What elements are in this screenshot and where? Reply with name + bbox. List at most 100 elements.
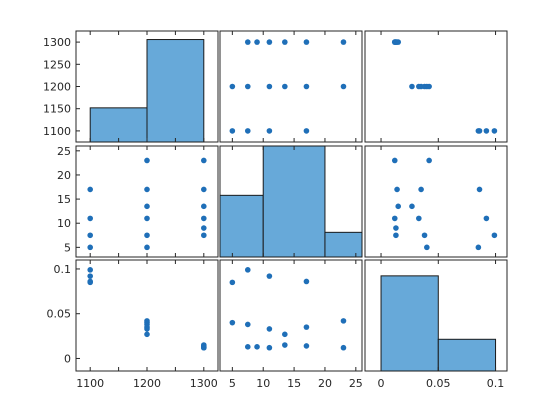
panel-r3-c1-box [75, 259, 219, 372]
panel-r2-c3-point-12 [426, 157, 432, 164]
panel-r2-c1-point-5 [201, 186, 207, 193]
panel-r3-c2-point-13 [229, 279, 236, 286]
histogram-var2-bar-1 [219, 194, 264, 258]
panel-r2-c3-point-10 [409, 203, 415, 210]
panel-r1-c2-box [219, 30, 363, 143]
panel-r3-c1-point-12 [144, 318, 150, 324]
panel-r3-c2-point-11 [303, 324, 310, 330]
panel-r1-c2-point-11 [303, 83, 310, 90]
panel-r3-c2-point-7 [229, 319, 236, 326]
panel-r3-c2-point-5 [303, 343, 310, 349]
y-tick-label-var2: 15 [57, 193, 71, 206]
panel-r2-c3-point-1 [393, 232, 399, 239]
panel-r3-c1-point-11 [144, 324, 150, 330]
panel-r2-c1-point-10 [144, 203, 150, 210]
x-tick-label-var2: 25 [349, 377, 363, 390]
y-tick-label-var3: 0 [64, 352, 71, 365]
histogram-var3-bar-2 [437, 338, 497, 372]
panel-r1-c2-point-1 [244, 39, 251, 45]
panel-r2-c1-box [75, 145, 219, 258]
x-tick-label-var2: 15 [287, 377, 301, 390]
panel-r1-c3-point-10 [409, 83, 415, 90]
y-tick-label-var2: 10 [57, 217, 71, 230]
panel-r1-c2-point-16 [303, 128, 310, 134]
x-tick-label-var2: 5 [229, 377, 236, 390]
x-tick-label-var1: 1100 [76, 377, 104, 390]
panel-r3-c1-point-6 [201, 344, 207, 351]
panel-r2-c1-point-4 [201, 203, 207, 210]
panel-r2-c3-point-5 [394, 186, 400, 193]
panel-r1-c3-point-15 [483, 128, 490, 134]
panel-r3-c2-point-3 [266, 344, 273, 351]
panel-r2-c3-point-9 [416, 215, 422, 222]
panel-r2-c3-point-6 [391, 157, 398, 164]
histogram-var2-bar-3 [324, 231, 363, 258]
panel-r2-c3-point-8 [421, 232, 428, 239]
panel-r3-c2-point-15 [266, 273, 273, 279]
histogram-var3-bar-1 [380, 275, 439, 372]
panel-r1-c2-point-10 [282, 83, 288, 90]
panel-r1-c2-point-6 [340, 39, 347, 45]
histogram-var1-bar-1 [89, 107, 148, 143]
panel-r1-c3-point-11 [418, 83, 424, 90]
histogram-var2-bar-2 [262, 145, 326, 258]
panel-r2-c3-point-2 [393, 225, 399, 231]
panel-r1-c3-point-12 [426, 83, 432, 90]
y-tick-label-var1: 1100 [43, 125, 71, 138]
panel-r2-c1-point-3 [201, 215, 207, 222]
y-tick-label-var1: 1200 [43, 81, 71, 94]
panel-r2-c1-point-8 [144, 232, 150, 239]
panel-r2-c3-point-7 [424, 244, 430, 251]
panel-r3-c2-point-1 [244, 344, 251, 350]
y-tick-label-var1: 1300 [43, 36, 71, 49]
y-tick-label-var2: 20 [57, 169, 71, 182]
panel-r3-c2-point-10 [282, 331, 288, 338]
panel-r2-c1-point-9 [144, 215, 150, 222]
panel-r2-c3-point-11 [418, 186, 424, 193]
panel-r1-c2-point-8 [244, 83, 251, 90]
x-tick-label-var3: 0 [378, 377, 385, 390]
panel-r1-c2-point-13 [229, 128, 236, 134]
panel-r3-c2-point-9 [266, 326, 273, 332]
panel-r2-c3-point-15 [483, 215, 490, 222]
x-tick-label-var1: 1200 [133, 377, 161, 390]
panel-r2-c3-box [364, 145, 508, 258]
panel-r2-c1-point-11 [144, 186, 150, 193]
panel-r1-c2-point-7 [229, 83, 236, 90]
panel-r3-c2-point-16 [303, 278, 310, 285]
panel-r3-c2-point-2 [254, 344, 260, 350]
panel-r2-c1-point-2 [201, 225, 207, 231]
panel-r3-c1-point-15 [87, 273, 93, 279]
panel-r2-c3-point-4 [395, 203, 402, 210]
panel-r2-c1-point-7 [144, 244, 150, 251]
y-tick-label-var3: 0.05 [47, 308, 72, 321]
panel-r2-c1-point-6 [201, 157, 207, 164]
panel-r3-c2-point-4 [282, 342, 288, 348]
panel-r3-c2-point-12 [340, 318, 347, 324]
panel-r1-c2-point-12 [340, 83, 347, 90]
panel-r2-c3-point-13 [475, 244, 482, 251]
y-tick-label-var1: 1250 [43, 58, 71, 71]
panel-r1-c2-point-3 [266, 39, 273, 45]
x-tick-label-var2: 20 [318, 377, 332, 390]
panel-r3-c2-point-14 [244, 267, 251, 273]
panel-r1-c3-box [364, 30, 508, 143]
panel-r1-c2-point-5 [303, 39, 310, 45]
panel-r1-c2-point-4 [282, 39, 288, 45]
panel-r2-c3-point-3 [391, 215, 398, 222]
panel-r1-c2-point-15 [266, 128, 273, 134]
panel-r1-c3-point-16 [476, 128, 483, 134]
x-tick-label-var3: 0.1 [487, 377, 505, 390]
panel-r2-c3-point-16 [476, 186, 483, 193]
histogram-var1-bar-2 [146, 39, 205, 143]
panel-r2-c1-point-16 [87, 186, 93, 193]
panel-r3-c2-point-8 [244, 321, 251, 328]
panel-r3-c1-point-10 [144, 331, 150, 338]
panel-r2-c3-point-14 [491, 232, 498, 239]
panel-r1-c2-point-14 [244, 128, 251, 134]
panel-r3-c2-point-6 [340, 344, 347, 351]
panel-r3-c2-box [219, 259, 363, 372]
x-tick-label-var1: 1300 [190, 377, 218, 390]
panel-r1-c2-point-2 [254, 39, 260, 45]
